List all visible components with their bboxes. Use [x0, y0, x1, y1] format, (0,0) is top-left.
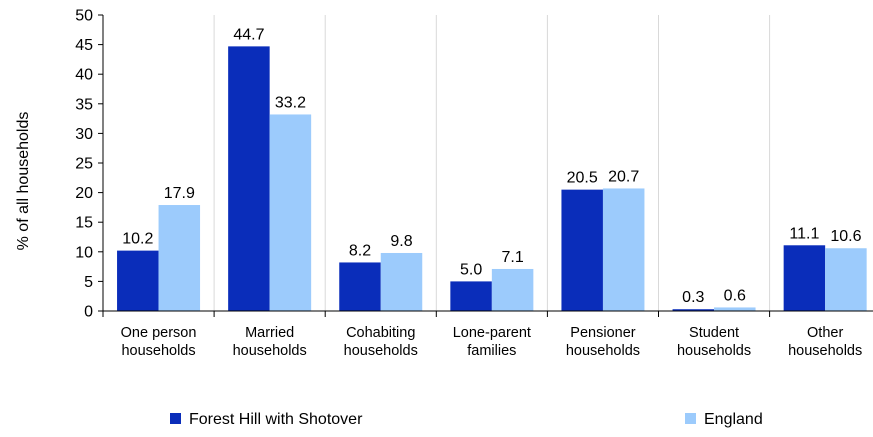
grid-layer — [213, 15, 771, 311]
y-axis-title: % of all households — [15, 112, 32, 251]
y-tick-label: 40 — [75, 67, 93, 84]
data-label: 10.6 — [830, 228, 861, 245]
data-label: 9.8 — [390, 233, 412, 250]
bar-forest-hill — [450, 281, 492, 311]
bar-forest-hill — [672, 309, 715, 311]
y-tick-label: 15 — [75, 215, 93, 232]
bar-england — [158, 205, 201, 311]
data-label: 20.5 — [567, 170, 598, 187]
y-tick-label: 50 — [75, 8, 93, 25]
data-label: 11.1 — [789, 225, 819, 242]
x-tick-label: Cohabiting households — [344, 325, 418, 359]
labels-layer: 10.2 44.7 8.2 5.0 20.5 0.3 11.1 17.9 33.2 9.8 7.1 2… — [122, 26, 861, 306]
y-tick-label: 10 — [75, 244, 93, 261]
bar-forest-hill — [561, 189, 603, 311]
y-tick-label: 35 — [75, 96, 93, 113]
legend-item-england: England — [685, 411, 763, 428]
y-tick-label: 45 — [75, 37, 93, 54]
data-label: 10.2 — [122, 231, 153, 248]
bar-england — [825, 248, 867, 311]
bars-layer — [117, 46, 867, 312]
bar-england — [380, 252, 423, 311]
y-tick-label: 25 — [75, 156, 93, 173]
y-tick-label: 0 — [84, 304, 93, 321]
bar-england — [714, 307, 756, 311]
y-tick-label: 20 — [75, 185, 93, 202]
legend-swatch — [170, 413, 181, 424]
x-tick-label: Married households — [233, 325, 307, 359]
bar-england — [491, 268, 534, 311]
data-label: 8.2 — [349, 242, 371, 259]
x-tick-label: One person households — [121, 325, 197, 359]
x-tick-label: Other households — [788, 325, 862, 359]
data-label: 17.9 — [164, 185, 195, 202]
y-tick-label: 30 — [75, 126, 93, 143]
x-tick-label: Pensioner households — [566, 325, 640, 359]
axis-layer: 0 5 10 15 20 25 30 35 40 45 50 One person households… — [75, 8, 873, 359]
legend: Forest Hill with Shotover England — [170, 411, 763, 428]
bar-forest-hill — [783, 245, 826, 311]
legend-item-forest-hill: Forest Hill with Shotover — [170, 411, 363, 428]
legend-label: Forest Hill with Shotover — [189, 411, 363, 428]
x-tick-label: Lone-parent families — [453, 325, 531, 359]
legend-label: England — [704, 411, 763, 428]
data-label: 5.0 — [460, 261, 482, 278]
y-tick-label: 5 — [84, 274, 93, 291]
data-label: 33.2 — [275, 94, 306, 111]
bar-forest-hill — [228, 46, 270, 311]
bar-england — [269, 114, 312, 312]
data-label: 20.7 — [608, 168, 639, 185]
data-label: 7.1 — [501, 249, 523, 266]
x-tick-label: Student households — [677, 325, 751, 359]
bar-england — [602, 188, 645, 311]
data-label: 0.6 — [724, 287, 746, 304]
data-label: 0.3 — [682, 289, 704, 306]
legend-swatch — [685, 413, 696, 424]
bar-forest-hill — [339, 262, 381, 311]
data-label: 44.7 — [233, 26, 264, 43]
bar-forest-hill — [117, 250, 159, 311]
